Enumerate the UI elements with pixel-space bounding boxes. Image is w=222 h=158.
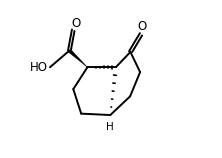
Polygon shape xyxy=(68,49,87,67)
Text: HO: HO xyxy=(30,61,48,74)
Text: O: O xyxy=(137,20,147,33)
Text: O: O xyxy=(71,17,80,30)
Text: H: H xyxy=(106,122,114,132)
